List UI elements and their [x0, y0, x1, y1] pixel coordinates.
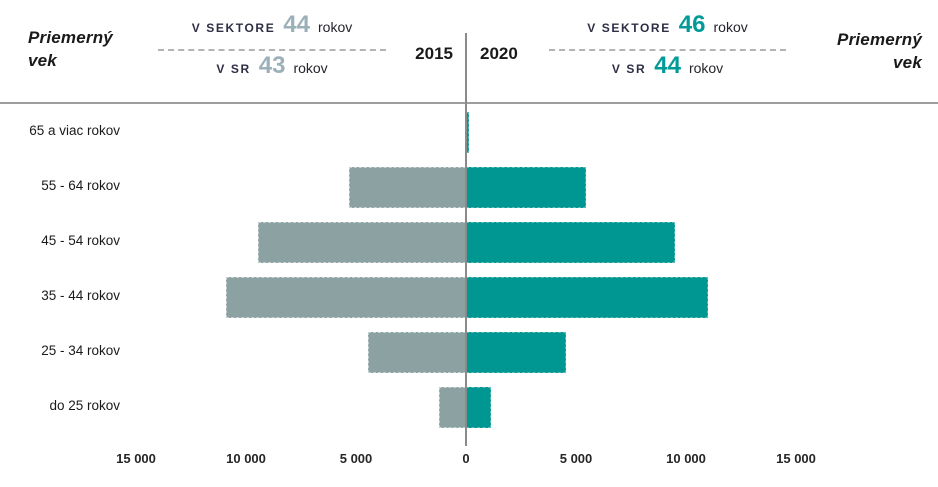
center-axis-line [465, 33, 467, 446]
sector-stat-row-2020: V SEKTORE 46 rokov [549, 12, 786, 46]
bar-2020 [466, 221, 675, 263]
x-axis-tick-label: 5 000 [559, 451, 593, 466]
category-label: 55 - 64 rokov [41, 178, 120, 193]
bar-2015 [349, 166, 466, 208]
sector-value-2020: 46 [678, 11, 706, 38]
bar-2020 [466, 331, 567, 373]
bar-2015 [438, 386, 466, 428]
x-axis-tick-label: 10 000 [226, 451, 266, 466]
sr-label-2015: V SR [216, 62, 251, 76]
sector-label-2015: V SEKTORE [191, 21, 276, 35]
category-label: 35 - 44 rokov [41, 288, 120, 303]
bar-2020 [466, 276, 708, 318]
right-axis-title: Priemerný vek [837, 30, 922, 72]
x-axis-tick-label: 10 000 [666, 451, 706, 466]
sector-unit-2015: rokov [318, 19, 353, 35]
sr-stat-row-2015: V SR 43 rokov [158, 53, 386, 87]
category-label: 65 a viac rokov [29, 123, 120, 138]
dashed-divider-right [549, 49, 786, 51]
x-axis-tick-label: 0 [462, 451, 470, 466]
sector-label-2020: V SEKTORE [587, 21, 671, 35]
sr-value-2020: 44 [654, 52, 681, 79]
year-label-2015: 2015 [415, 44, 453, 63]
bar-2020 [466, 386, 492, 428]
sector-value-2015: 44 [283, 11, 310, 38]
sector-unit-2020: rokov [713, 19, 748, 35]
category-label: do 25 rokov [49, 398, 120, 413]
sr-unit-2015: rokov [293, 60, 328, 76]
bar-2015 [258, 221, 466, 263]
dashed-divider-left [158, 49, 386, 51]
header-separator-line [0, 102, 938, 104]
sector-stat-row-2015: V SEKTORE 44 rokov [158, 12, 386, 46]
avg-age-panel-2020: V SEKTORE 46 rokov V SR 44 rokov [549, 12, 786, 87]
sr-stat-row-2020: V SR 44 rokov [549, 53, 786, 87]
x-axis-tick-label: 15 000 [776, 451, 816, 466]
year-label-2020: 2020 [480, 44, 518, 63]
category-label: 25 - 34 rokov [41, 343, 120, 358]
avg-age-panel-2015: V SEKTORE 44 rokov V SR 43 rokov [158, 12, 386, 87]
bar-2020 [466, 166, 586, 208]
bar-2015 [368, 331, 466, 373]
category-label: 45 - 54 rokov [41, 233, 120, 248]
sr-unit-2020: rokov [688, 60, 724, 76]
x-axis-tick-label: 5 000 [339, 451, 373, 466]
bar-2015 [226, 276, 466, 318]
x-axis-tick-label: 15 000 [116, 451, 156, 466]
left-axis-title: Priemerný vek [28, 28, 113, 70]
sr-label-2020: V SR [611, 62, 647, 76]
sr-value-2015: 43 [258, 52, 286, 79]
